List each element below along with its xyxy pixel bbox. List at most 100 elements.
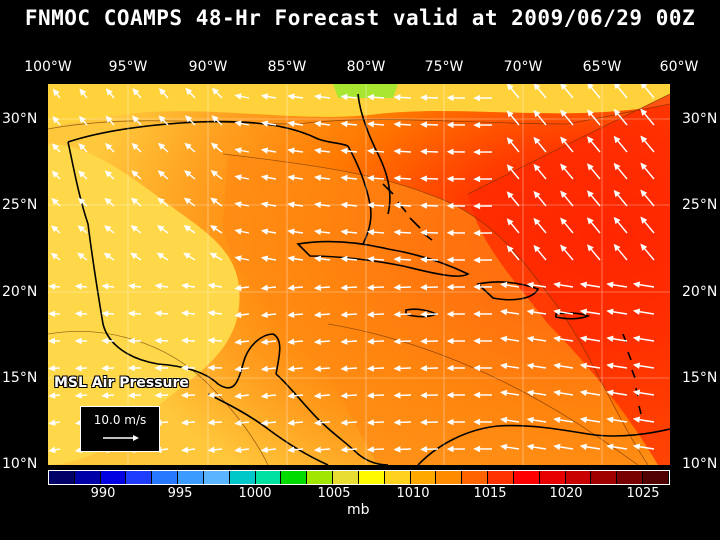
colorbar-cell xyxy=(488,471,514,484)
wind-vector-head xyxy=(181,446,189,454)
wind-vector-head xyxy=(393,419,401,426)
wind-vector-head xyxy=(340,365,348,372)
wind-vector-head xyxy=(632,362,641,369)
wind-vector-head xyxy=(446,121,454,129)
wind-vector-head xyxy=(260,255,269,262)
wind-vector-head xyxy=(640,243,648,251)
wind-vector-head xyxy=(287,338,295,346)
wind-vector-head xyxy=(74,310,82,318)
wind-vector-head xyxy=(499,281,508,289)
wind-vector-head xyxy=(499,416,508,424)
pressure-map xyxy=(48,84,670,465)
pressure-contour-1015 xyxy=(223,154,648,465)
wind-vector-head xyxy=(52,115,60,124)
wind-vector-head xyxy=(105,115,113,123)
wind-vector-head xyxy=(185,87,193,96)
wind-vector-head xyxy=(287,228,295,235)
wind-vector-head xyxy=(101,392,109,399)
wind-vector-head xyxy=(101,364,109,372)
isobar xyxy=(467,93,670,195)
wind-vector-head xyxy=(156,252,165,260)
wind-vector-head xyxy=(260,284,268,292)
wind-vector-head xyxy=(586,190,594,198)
wind-vector-head xyxy=(420,418,428,426)
wind-vector-head xyxy=(48,392,56,399)
colorbar-cell xyxy=(410,471,437,484)
wind-vector-head xyxy=(207,309,215,317)
wind-vector-head xyxy=(420,310,428,318)
wind-vector-head xyxy=(393,121,401,128)
wind-vector-head xyxy=(393,338,401,345)
wind-vector-head xyxy=(366,419,374,426)
colorbar-cell xyxy=(591,471,618,484)
wind-vector-head xyxy=(366,93,375,101)
wind-vector-head xyxy=(78,115,86,124)
wind-vector-head xyxy=(579,443,588,451)
wind-vector-head xyxy=(613,135,621,144)
wind-vector-head xyxy=(287,255,295,262)
wind-vector-head xyxy=(104,197,112,205)
wind-vector-head xyxy=(560,217,568,225)
map-title: FNMOC COAMPS 48-Hr Forecast valid at 200… xyxy=(24,6,696,30)
wind-vector-head xyxy=(606,308,614,315)
wind-vector-head xyxy=(313,419,321,426)
wind-vector-head xyxy=(579,335,588,343)
wind-vector-head xyxy=(613,216,621,225)
wind-vector-head xyxy=(506,137,514,145)
wind-vector-head xyxy=(553,281,561,289)
wind-vector-head xyxy=(560,244,568,252)
wind-vector-head xyxy=(260,392,268,400)
colorbar-cell xyxy=(462,471,489,484)
colorbar-cell xyxy=(384,471,411,484)
wind-vector-head xyxy=(105,142,113,151)
wind-vector-head xyxy=(340,284,348,291)
wind-vector-head xyxy=(446,310,454,318)
wind-vector-head xyxy=(393,175,401,182)
colorbar-cell xyxy=(307,471,334,484)
lon-label: 100°W xyxy=(24,59,72,75)
colorbar-tick: 1010 xyxy=(396,486,430,501)
lat-label: 15°N xyxy=(682,370,718,386)
wind-vector-head xyxy=(79,88,87,96)
reference-vector-label: 10.0 m/s xyxy=(93,413,147,427)
colorbar-cell xyxy=(643,471,669,484)
wind-vector-head xyxy=(606,416,614,423)
wind-vector-head xyxy=(366,392,374,399)
wind-vector-head xyxy=(48,446,56,454)
wind-vector-head xyxy=(606,389,614,396)
colorbar-tick: 1015 xyxy=(473,486,507,501)
wind-vector-head xyxy=(78,170,86,178)
wind-vector-head xyxy=(340,228,348,236)
wind-vector-head xyxy=(131,170,139,178)
wind-vector-head xyxy=(234,255,242,262)
wind-vector-head xyxy=(560,84,568,90)
wind-vector-head xyxy=(211,87,219,95)
wind-vector-head xyxy=(287,392,295,400)
wind-vector-head xyxy=(613,108,621,117)
wind-vector-head xyxy=(77,252,85,260)
wind-vector-head xyxy=(234,174,242,181)
wind-vector-head xyxy=(50,252,59,260)
wind-vector-head xyxy=(420,337,428,345)
wind-vector-head xyxy=(526,362,534,370)
wind-vector-head xyxy=(366,446,374,453)
wind-vector-head xyxy=(287,311,295,319)
wind-vector-head xyxy=(613,243,621,252)
wind-vector-head xyxy=(104,225,112,233)
wind-vector-head xyxy=(473,229,481,237)
wind-vector-head xyxy=(181,310,189,317)
wind-vector-head xyxy=(587,84,594,90)
colorbar-cell xyxy=(617,471,644,484)
wind-vector-head xyxy=(606,281,614,288)
lon-label: 60°W xyxy=(659,59,699,75)
wind-vector-head xyxy=(606,443,614,450)
wind-vector-head xyxy=(131,115,139,123)
wind-vector-head xyxy=(366,311,374,318)
wind-vector-head xyxy=(632,335,641,342)
graticule xyxy=(48,84,670,465)
wind-vector-head xyxy=(506,218,514,226)
wind-vector-head xyxy=(340,147,348,155)
colorbar-cell xyxy=(152,471,179,484)
wind-vector-head xyxy=(74,364,82,372)
wind-vector-head xyxy=(48,337,56,345)
